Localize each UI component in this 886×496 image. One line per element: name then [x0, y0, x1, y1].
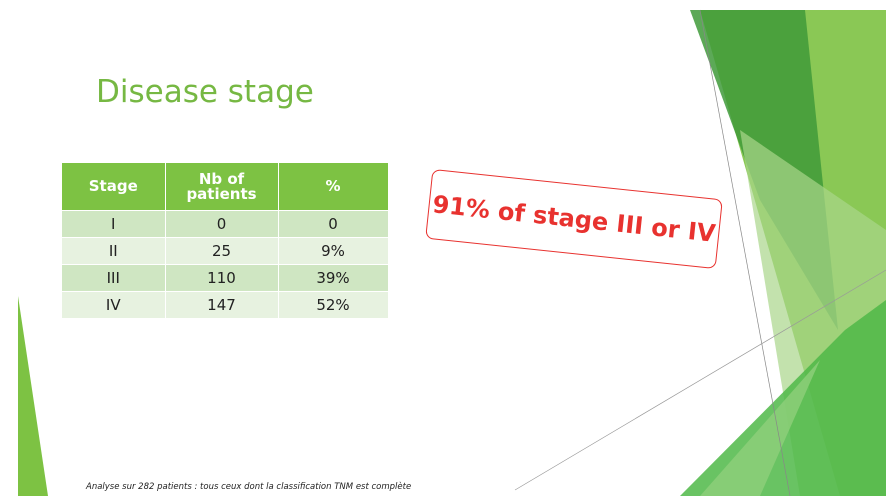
footnote: Analyse sur 282 patients : tous ceux don…: [86, 482, 412, 492]
right-line: [699, 9, 791, 496]
table-cell: 39%: [278, 264, 389, 292]
left-accent: [18, 296, 48, 496]
stage-table: Stage Nb of patients% I 0 0 II 25 9% III 110 39% I…: [62, 163, 389, 318]
header-text: %: [325, 177, 341, 195]
table-cell: 110: [165, 264, 279, 292]
table-row: III 110 39%: [62, 264, 389, 292]
table-cell: 0: [278, 210, 389, 238]
table-cell: III: [62, 264, 166, 292]
table-cell: IV: [62, 291, 166, 318]
right-line: [514, 269, 886, 491]
header-cell: Nb of patients: [165, 163, 279, 211]
header-row: Stage Nb of patients%: [62, 163, 389, 211]
header-cell: Stage: [62, 163, 166, 211]
table-cell: 25: [165, 237, 279, 265]
header-cell: %: [278, 163, 389, 211]
table-cell: 9%: [278, 237, 389, 265]
table-row: IV 147 52%: [62, 291, 389, 318]
table-cell: 0: [165, 210, 279, 238]
title: Disease stage: [96, 74, 314, 110]
right-shape: [680, 300, 886, 496]
table-cell: I: [62, 210, 166, 238]
table-cell: 52%: [278, 291, 389, 318]
table-cell: 147: [165, 291, 279, 318]
header-text: Stage: [88, 177, 138, 195]
header-text: Nb of patients: [186, 169, 257, 203]
right-shape: [700, 360, 820, 496]
table-row: II 25 9%: [62, 237, 389, 265]
table-cell: II: [62, 237, 166, 265]
